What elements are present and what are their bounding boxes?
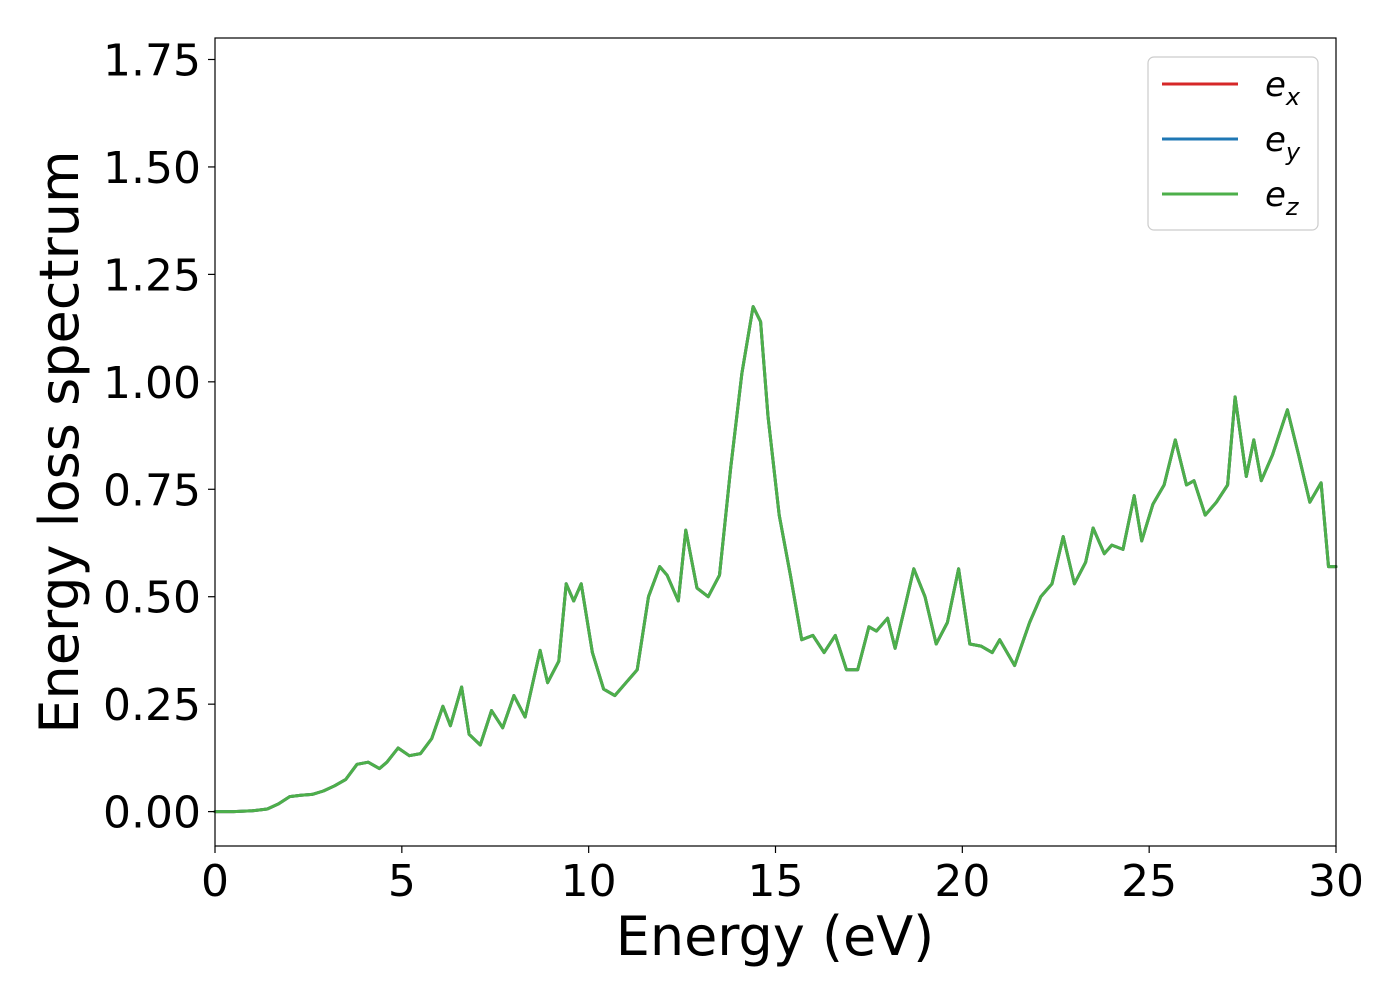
y-tick-label: 0.00 bbox=[103, 788, 201, 839]
y-tick-label: 1.25 bbox=[103, 250, 201, 301]
y-tick-label: 0.75 bbox=[103, 465, 201, 516]
x-axis: 0 5 10 15 20 25 30 bbox=[201, 846, 1364, 907]
legend-subscript-x: x bbox=[1285, 83, 1301, 111]
y-tick-label: 1.00 bbox=[103, 358, 201, 409]
legend-subscript-y: y bbox=[1285, 138, 1301, 166]
x-tick-label: 0 bbox=[201, 856, 229, 907]
y-tick-label: 1.75 bbox=[103, 35, 201, 86]
y-tick-label: 0.50 bbox=[103, 573, 201, 624]
y-tick-label: 1.50 bbox=[103, 143, 201, 194]
series-line-e-z bbox=[213, 305, 1338, 814]
x-tick-label: 30 bbox=[1308, 856, 1364, 907]
x-axis-title: Energy (eV) bbox=[616, 905, 935, 968]
x-tick-label: 25 bbox=[1121, 856, 1177, 907]
y-axis: 0.00 0.25 0.50 0.75 1.00 1.25 1.50 1.75 bbox=[103, 35, 215, 839]
y-tick-label: 0.25 bbox=[103, 680, 201, 731]
x-tick-label: 15 bbox=[748, 856, 804, 907]
series-layer bbox=[213, 305, 1338, 814]
y-axis-title: Energy loss spectrum bbox=[28, 150, 91, 733]
legend-box bbox=[1147, 56, 1319, 231]
x-tick-label: 20 bbox=[934, 856, 990, 907]
x-tick-label: 10 bbox=[561, 856, 617, 907]
x-tick-label: 5 bbox=[388, 856, 416, 907]
legend-subscript-z: z bbox=[1285, 193, 1300, 221]
